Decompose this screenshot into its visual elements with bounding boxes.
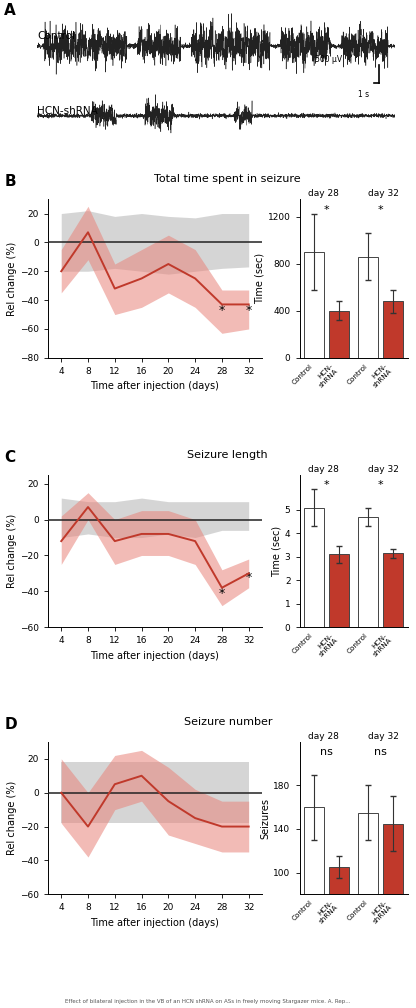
X-axis label: Time after injection (days): Time after injection (days) — [91, 651, 219, 661]
Text: ns: ns — [374, 747, 387, 757]
Y-axis label: Seizures: Seizures — [260, 797, 270, 839]
Bar — [384, 553, 404, 627]
Y-axis label: Time (sec): Time (sec) — [272, 525, 282, 577]
Text: Control: Control — [37, 30, 75, 40]
Text: *: * — [378, 205, 384, 215]
Text: C: C — [4, 451, 15, 465]
Text: day 32: day 32 — [369, 465, 399, 474]
Text: day 28: day 28 — [308, 732, 339, 741]
Text: Total time spent in seizure: Total time spent in seizure — [154, 174, 301, 184]
Text: day 32: day 32 — [369, 188, 399, 198]
Bar — [358, 812, 378, 982]
Bar — [329, 867, 349, 982]
Bar — [329, 310, 349, 358]
Bar — [304, 508, 324, 627]
Y-axis label: Rel change (%): Rel change (%) — [7, 781, 17, 855]
Bar — [384, 301, 404, 358]
Text: 1 s: 1 s — [358, 91, 369, 100]
Text: *: * — [324, 205, 329, 215]
Bar — [384, 824, 404, 982]
Y-axis label: Rel change (%): Rel change (%) — [7, 241, 17, 316]
Y-axis label: Rel change (%): Rel change (%) — [7, 514, 17, 588]
Text: Seizure length: Seizure length — [188, 451, 268, 461]
Text: *: * — [219, 304, 225, 318]
Text: HCN-shRNA: HCN-shRNA — [37, 107, 98, 117]
Text: Seizure number: Seizure number — [183, 718, 272, 728]
Text: Effect of bilateral injection in the VB of an HCN shRNA on ASs in freely moving : Effect of bilateral injection in the VB … — [65, 999, 351, 1004]
Text: A: A — [4, 3, 16, 18]
X-axis label: Time after injection (days): Time after injection (days) — [91, 381, 219, 391]
Text: *: * — [219, 588, 225, 601]
Text: *: * — [245, 304, 252, 318]
Text: day 28: day 28 — [308, 465, 339, 474]
Text: D: D — [4, 718, 17, 732]
Text: B: B — [4, 174, 16, 190]
Y-axis label: Time (sec): Time (sec) — [255, 253, 265, 304]
Text: *: * — [378, 480, 384, 490]
Bar — [358, 257, 378, 358]
Text: ns: ns — [320, 747, 333, 757]
Text: *: * — [245, 572, 252, 585]
Bar — [304, 252, 324, 358]
Bar — [304, 807, 324, 982]
Bar — [358, 517, 378, 627]
X-axis label: Time after injection (days): Time after injection (days) — [91, 918, 219, 928]
Text: day 32: day 32 — [369, 732, 399, 741]
Text: *: * — [324, 480, 329, 490]
Text: day 28: day 28 — [308, 188, 339, 198]
Bar — [329, 554, 349, 627]
Text: 500 μV: 500 μV — [315, 54, 342, 64]
